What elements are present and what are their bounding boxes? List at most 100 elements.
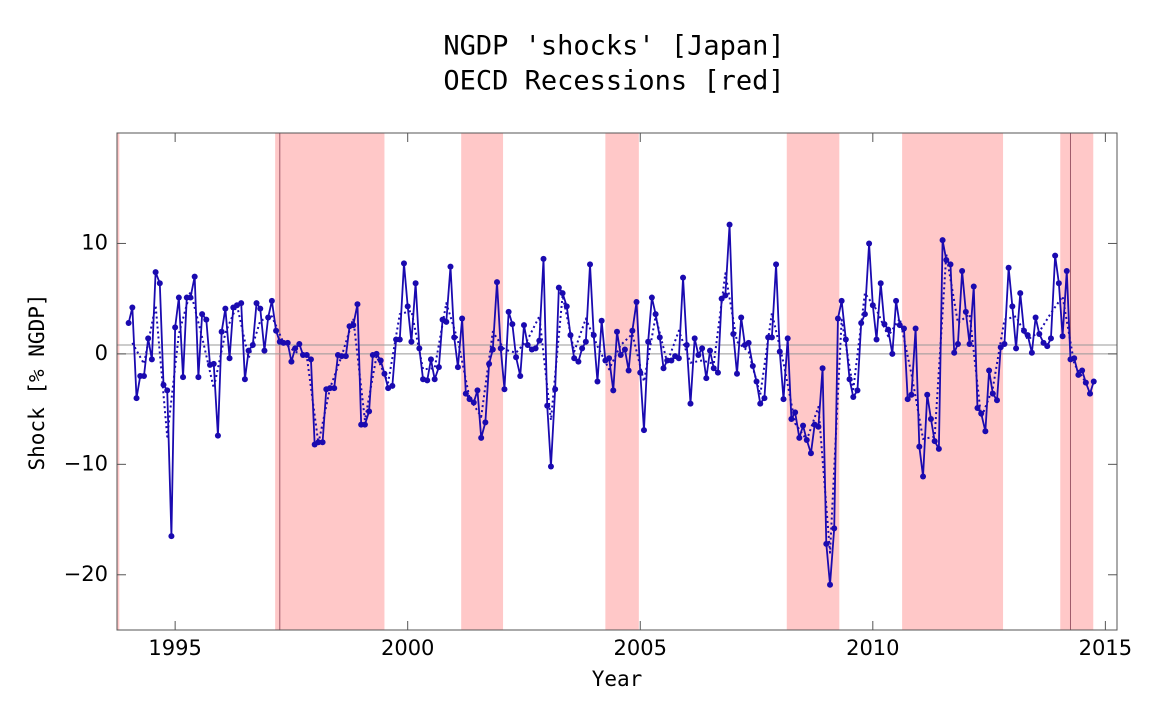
data-point [152, 269, 159, 276]
data-point [962, 308, 969, 315]
data-point [924, 391, 931, 398]
data-point [462, 390, 469, 397]
data-point [168, 533, 175, 540]
data-point [540, 255, 547, 262]
data-point [396, 336, 403, 343]
data-point [408, 338, 415, 345]
data-point [494, 279, 500, 286]
data-point [470, 399, 477, 406]
data-point [482, 419, 489, 426]
data-point [683, 342, 690, 349]
y-axis-label: Shock [% NGDP] [25, 293, 49, 470]
data-point [594, 378, 601, 385]
data-point [140, 372, 147, 379]
data-point [195, 374, 202, 381]
chart-subtitle: OECD Recessions [red] [443, 66, 784, 97]
y-tick-label: 10 [81, 230, 108, 254]
data-point [1032, 314, 1039, 321]
data-point [912, 325, 919, 332]
data-point [280, 339, 287, 346]
plot-frame [116, 132, 1118, 631]
data-point [1009, 303, 1016, 310]
data-point [625, 367, 632, 374]
data-point [1024, 332, 1031, 339]
data-point [288, 358, 295, 365]
data-point [726, 221, 733, 228]
smoothed-line [131, 253, 1087, 554]
data-point [951, 349, 958, 356]
y-tick-label: 0 [95, 341, 108, 365]
data-point [970, 283, 977, 290]
data-point [559, 290, 566, 297]
data-point [478, 434, 485, 441]
data-point [579, 345, 586, 352]
data-point [377, 357, 384, 364]
data-point [807, 450, 814, 457]
x-axis-label: Year [592, 667, 643, 691]
data-point [191, 273, 198, 280]
data-point [1090, 378, 1097, 385]
data-point [881, 321, 888, 328]
data-point [505, 308, 512, 315]
data-point [424, 377, 431, 384]
data-point [893, 297, 900, 304]
data-point [908, 391, 915, 398]
data-point [1013, 345, 1020, 352]
data-point [536, 337, 543, 344]
x-tick-label: 2015 [1079, 636, 1132, 660]
data-point [199, 311, 206, 318]
data-point [916, 443, 923, 450]
data-point [284, 339, 291, 346]
data-point [513, 354, 520, 361]
data-point [861, 311, 868, 318]
data-point [164, 387, 171, 394]
data-point [800, 422, 807, 429]
data-point [129, 304, 136, 311]
data-point [707, 347, 714, 354]
x-tick-label: 2010 [846, 636, 899, 660]
data-point [517, 372, 524, 379]
data-point [614, 328, 620, 335]
data-point [703, 375, 710, 382]
data-point [854, 387, 861, 394]
data-point [652, 311, 659, 318]
data-point [547, 463, 554, 470]
data-point [303, 351, 310, 358]
y-tick-label: −10 [64, 451, 108, 475]
chart-title: NGDP 'shocks' [Japan] [443, 31, 784, 62]
data-point [501, 386, 508, 393]
data-point [877, 280, 884, 287]
data-point [994, 397, 1000, 404]
data-point [257, 305, 264, 312]
data-point [474, 387, 481, 394]
data-point [710, 365, 717, 372]
data-point [617, 351, 624, 358]
data-point [645, 338, 652, 345]
series-line [127, 223, 1095, 586]
data-point [668, 357, 675, 364]
data-point [241, 376, 248, 383]
data-point [319, 439, 326, 446]
data-point [866, 240, 873, 247]
data-point [695, 351, 702, 358]
data-point [400, 260, 407, 267]
data-point [292, 345, 299, 352]
data-point [268, 297, 275, 304]
data-point [982, 428, 989, 435]
y-tick-label: −20 [64, 562, 108, 586]
x-tick-label: 1995 [148, 636, 201, 660]
data-point [427, 356, 434, 363]
data-point [412, 280, 419, 287]
data-point [156, 280, 163, 287]
data-point [296, 340, 303, 347]
data-point [203, 316, 210, 323]
data-point [966, 340, 973, 347]
data-point [939, 237, 946, 244]
data-point [784, 335, 791, 342]
data-point [261, 347, 268, 354]
data-point [524, 342, 531, 349]
data-point [435, 364, 442, 371]
data-point [1079, 367, 1086, 374]
data-point [986, 367, 993, 374]
data-point [846, 376, 853, 383]
